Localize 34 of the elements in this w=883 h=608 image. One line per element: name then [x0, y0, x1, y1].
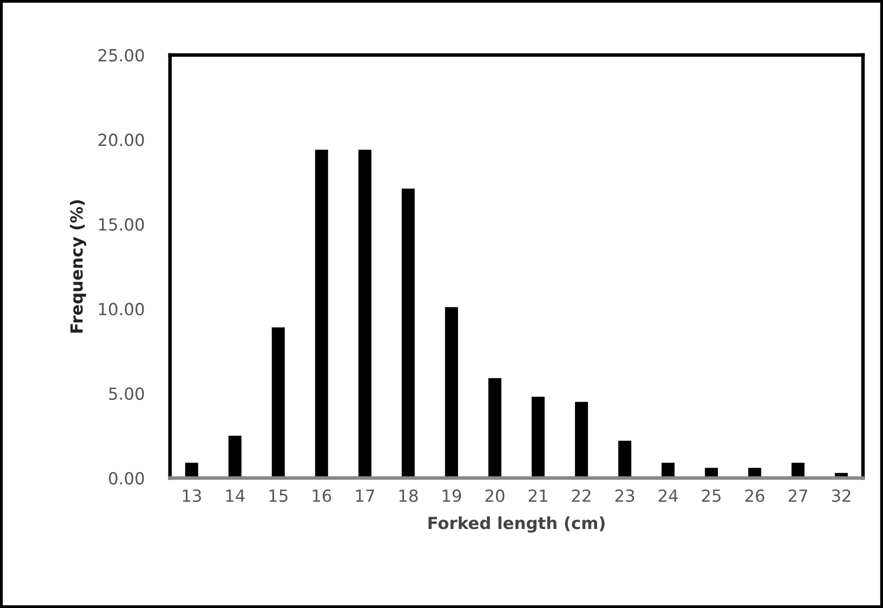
x-tick-label: 23: [615, 489, 634, 502]
x-tick-label: 24: [658, 489, 678, 502]
bar: [402, 188, 415, 478]
bar: [618, 440, 632, 478]
y-tick-label: 20.00: [98, 134, 144, 146]
x-axis-title: Forked length (cm): [428, 516, 605, 533]
bar: [315, 150, 328, 478]
x-tick-label: 26: [745, 489, 764, 502]
y-axis-title: Frequency (%): [70, 200, 86, 333]
x-tick-label: 17: [356, 490, 374, 502]
bar: [228, 436, 242, 478]
bar: [574, 402, 588, 478]
bar: [488, 378, 502, 478]
y-tick-label: 25.00: [98, 48, 144, 62]
x-tick-label: 15: [270, 490, 288, 502]
bar: [358, 150, 372, 478]
x-tick-label: 25: [702, 489, 721, 502]
x-tick-label: 14: [226, 490, 245, 502]
bar: [532, 396, 545, 478]
x-tick-label: 22: [572, 489, 590, 502]
bar: [272, 327, 285, 478]
x-tick-label: 16: [312, 489, 332, 502]
y-tick-label: 5.00: [109, 387, 144, 400]
x-tick-label: 27: [788, 489, 808, 502]
y-tick-label: 0.00: [108, 472, 144, 485]
bar: [445, 307, 458, 478]
y-tick-label: 10.00: [99, 302, 144, 316]
x-tick-label: 21: [528, 489, 548, 502]
x-tick-label: 18: [399, 489, 418, 502]
x-tick-label: 32: [832, 489, 850, 502]
y-tick-label: 15.00: [99, 218, 144, 231]
x-tick-label: 13: [182, 489, 201, 502]
x-tick-label: 20: [485, 489, 504, 502]
x-tick-label: 19: [442, 489, 461, 502]
